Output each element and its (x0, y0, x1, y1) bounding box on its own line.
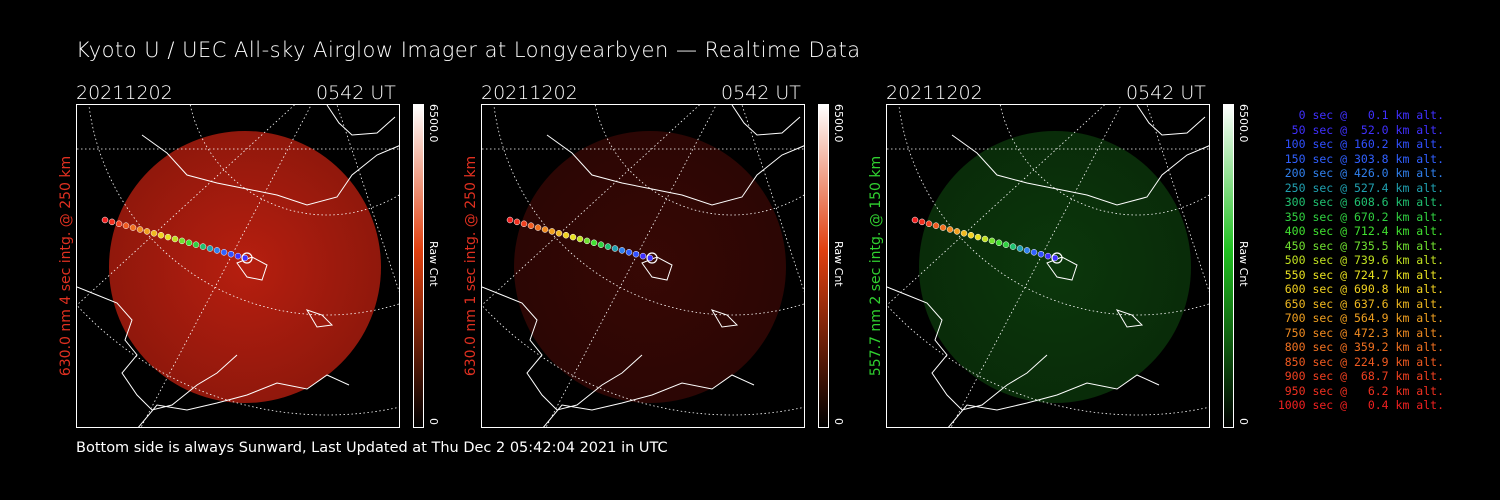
legend-entry: 350 sec @ 670.2 km alt. (1284, 209, 1444, 224)
legend-entry: 100 sec @ 160.2 km alt. (1284, 137, 1444, 151)
panel-3-image (886, 104, 1210, 428)
legend-entry: 0 sec @ 0.1 km alt. (1298, 108, 1444, 122)
legend-entry: 500 sec @ 739.6 km alt. (1284, 253, 1444, 267)
legend-entry: 200 sec @ 426.0 km alt. (1284, 166, 1444, 180)
panel-2-colorbar (818, 104, 829, 428)
panel-1-cbar-max: 6500.0 (427, 104, 440, 143)
panel-1-time: 0542 UT (316, 82, 396, 104)
legend-entry: 800 sec @ 359.2 km alt. (1284, 340, 1444, 354)
legend-entry: 650 sec @ 637.6 km alt. (1284, 296, 1444, 311)
panel-1-ylabel: 630.0 nm 4 sec intg. @ 250 km (58, 155, 74, 377)
panel-2-time: 0542 UT (721, 82, 801, 104)
legend-entry: 1000 sec @ 0.4 km alt. (1277, 398, 1444, 412)
panel-2-cbar-min: 0 (832, 418, 845, 425)
panel-2-cbar-unit: Raw Cnt (832, 241, 845, 287)
legend-entry: 550 sec @ 724.7 km alt. (1284, 267, 1444, 282)
page-title: Kyoto U / UEC All-sky Airglow Imager at … (76, 38, 861, 62)
panel-3-cbar-min: 0 (1237, 418, 1250, 425)
legend-entry: 700 sec @ 564.9 km alt. (1284, 311, 1444, 325)
panel-1-image (76, 104, 400, 428)
panel-1-cbar-min: 0 (427, 418, 440, 425)
panel-2-ylabel: 630.0 nm 1 sec intg. @ 250 km (463, 155, 479, 377)
panel-3-ylabel: 557.7 nm 2 sec intg. @ 150 km (868, 155, 884, 377)
legend-entry: 950 sec @ 6.2 km alt. (1284, 383, 1444, 398)
legend-entry: 400 sec @ 712.4 km alt. (1284, 224, 1444, 238)
trajectory-legend: 0 sec @ 0.1 km alt. 50 sec @ 52.0 km alt.… (1268, 108, 1444, 413)
panel-1-cbar-unit: Raw Cnt (427, 241, 440, 287)
panel-2-image (481, 104, 805, 428)
legend-entry: 300 sec @ 608.6 km alt. (1284, 195, 1444, 209)
legend-entry: 250 sec @ 527.4 km alt. (1284, 180, 1444, 195)
legend-entry: 850 sec @ 224.9 km alt. (1284, 354, 1444, 369)
footer-note: Bottom side is always Sunward, Last Upda… (76, 440, 668, 456)
legend-entry: 50 sec @ 52.0 km alt. (1291, 122, 1444, 137)
panel-1-colorbar (413, 104, 424, 428)
panel-1-date: 20211202 (76, 82, 173, 104)
panel-3-colorbar (1223, 104, 1234, 428)
panel-3-cbar-max: 6500.0 (1237, 104, 1250, 143)
legend-entry: 900 sec @ 68.7 km alt. (1284, 369, 1444, 383)
panel-3-date: 20211202 (886, 82, 983, 104)
legend-entry: 150 sec @ 303.8 km alt. (1284, 151, 1444, 166)
panel-2-date: 20211202 (481, 82, 578, 104)
panel-3-time: 0542 UT (1126, 82, 1206, 104)
legend-entry: 600 sec @ 690.8 km alt. (1284, 282, 1444, 296)
legend-entry: 450 sec @ 735.5 km alt. (1284, 238, 1444, 253)
legend-entry: 750 sec @ 472.3 km alt. (1284, 325, 1444, 340)
panel-2-cbar-max: 6500.0 (832, 104, 845, 143)
panel-3-cbar-unit: Raw Cnt (1237, 241, 1250, 287)
